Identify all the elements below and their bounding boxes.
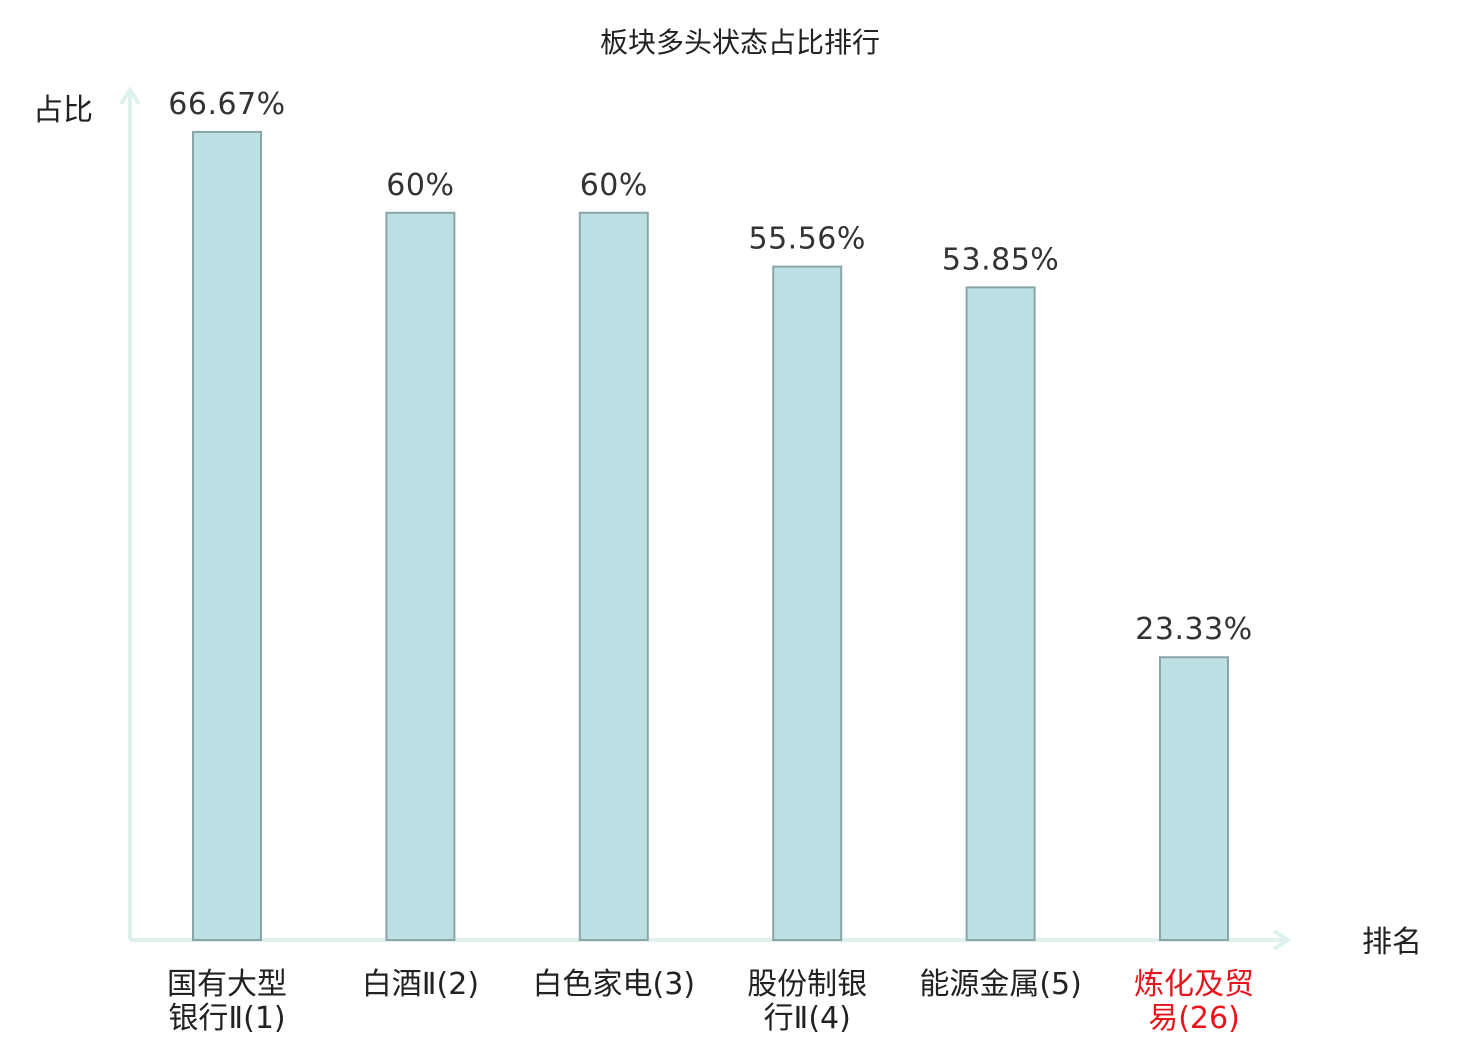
bar [192,130,262,941]
x-tick-label: 国有大型 [167,967,287,1002]
x-axis-label: 排名 [1362,925,1422,960]
y-axis-label: 占比 [33,93,93,128]
data-label: 23.33% [1135,612,1252,647]
bar [385,211,456,942]
data-label: 53.85% [942,242,1059,277]
bar [772,265,843,941]
x-tick-label: 炼化及贸 [1134,967,1254,1002]
data-label: 60% [386,168,454,203]
chart-title: 板块多头状态占比排行 [600,26,880,59]
x-axis-arrow [1272,929,1292,951]
x-tick-label: 股份制银 [747,967,867,1002]
x-tick-label: 能源金属(5) [919,967,1082,1002]
x-tick-label: 银行Ⅱ(1) [168,1001,285,1036]
data-label: 66.67% [168,87,285,122]
bar [578,211,649,942]
x-tick-label: 易(26) [1148,1001,1240,1036]
x-tick-label: 行Ⅱ(4) [764,1001,851,1036]
data-label: 60% [580,168,648,203]
y-axis-arrow [119,86,141,106]
bar [965,286,1036,941]
x-tick-label: 白色家电(3) [533,967,696,1002]
bars [192,130,1229,942]
axes [119,86,1292,951]
data-label: 55.56% [749,222,866,257]
x-tick-label: 白酒Ⅱ(2) [362,967,479,1002]
value-labels: 66.67% 60% 60% 55.56% 53.85% 23.33% [168,87,1252,647]
bar [1159,656,1229,942]
